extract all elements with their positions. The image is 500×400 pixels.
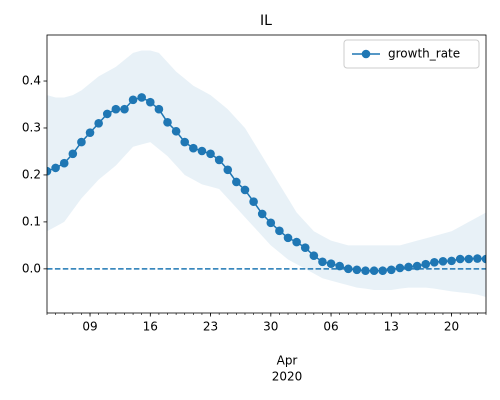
data-point <box>189 143 198 153</box>
data-point <box>361 266 370 276</box>
plot-area <box>47 50 486 298</box>
data-point <box>481 254 486 264</box>
data-point <box>309 251 319 261</box>
y-tick-label: 0.2 <box>22 167 41 181</box>
data-point <box>473 254 482 263</box>
x-tick-label: 20 <box>444 320 459 334</box>
x-year-label: 2020 <box>272 370 303 384</box>
data-point <box>240 185 250 195</box>
data-point <box>318 257 327 267</box>
data-point <box>343 264 353 274</box>
y-tick-label: 0.0 <box>22 261 41 275</box>
series-line <box>47 96 486 272</box>
data-point <box>180 137 190 147</box>
data-point <box>128 95 138 105</box>
data-point <box>430 257 439 267</box>
data-point <box>145 97 155 107</box>
x-tick-label: 13 <box>384 320 399 334</box>
data-point <box>232 177 241 187</box>
data-point <box>326 259 336 268</box>
x-tick-label: 30 <box>263 320 278 334</box>
data-point <box>352 265 362 275</box>
data-point <box>455 254 465 264</box>
data-point <box>154 104 164 114</box>
data-point <box>395 263 405 273</box>
confidence-band <box>47 50 486 298</box>
data-point <box>85 128 95 137</box>
data-point <box>47 166 52 176</box>
data-point <box>111 104 121 114</box>
data-point <box>223 165 233 175</box>
data-point <box>171 126 181 136</box>
data-point <box>378 266 388 276</box>
chart-title: IL <box>260 13 272 29</box>
legend-marker <box>361 49 371 59</box>
data-point <box>412 261 422 271</box>
data-point <box>102 109 112 119</box>
x-month-label: Apr <box>277 354 298 368</box>
data-point <box>447 256 456 266</box>
data-point <box>94 118 103 128</box>
data-point <box>137 93 146 102</box>
data-point <box>335 261 344 271</box>
data-point <box>214 155 224 165</box>
data-point <box>369 266 379 276</box>
data-point <box>404 262 413 272</box>
legend-label: growth_rate <box>388 47 460 61</box>
data-point <box>197 146 207 156</box>
data-point <box>438 257 448 266</box>
x-tick-label: 09 <box>82 320 97 334</box>
data-point <box>283 233 293 243</box>
x-tick-label: 06 <box>323 320 338 334</box>
data-point <box>77 137 86 147</box>
data-point <box>257 209 267 219</box>
y-tick-label: 0.3 <box>22 120 41 134</box>
data-point <box>163 118 172 127</box>
data-point <box>266 218 276 228</box>
y-tick-label: 0.4 <box>22 74 41 88</box>
data-point <box>59 158 69 168</box>
x-tick-label: 16 <box>143 320 158 334</box>
data-point <box>68 149 78 159</box>
data-point <box>421 259 431 269</box>
data-point <box>292 237 301 247</box>
data-point <box>51 163 60 173</box>
legend-box <box>343 39 480 69</box>
data-point <box>206 149 215 159</box>
x-tick-label: 23 <box>203 320 218 334</box>
axes-frame <box>46 34 487 314</box>
data-point <box>300 243 310 253</box>
data-point <box>120 104 129 114</box>
data-point <box>387 265 396 275</box>
data-point <box>249 197 258 207</box>
data-point <box>464 254 474 264</box>
data-point <box>275 226 284 236</box>
y-tick-label: 0.1 <box>22 214 41 228</box>
